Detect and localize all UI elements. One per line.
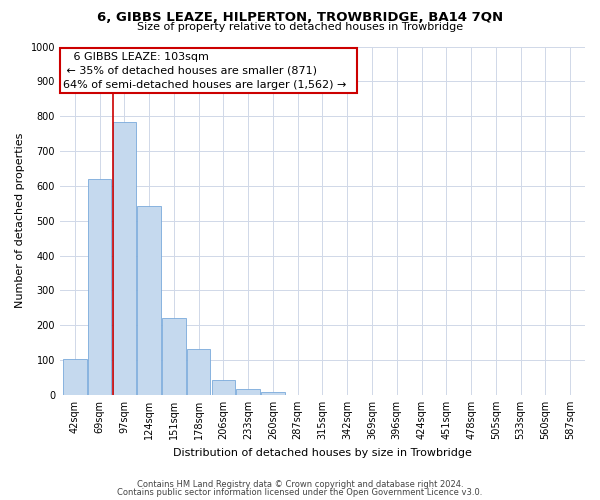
Text: Contains public sector information licensed under the Open Government Licence v3: Contains public sector information licen… [118, 488, 482, 497]
Bar [137, 206, 161, 395]
Bar [236, 388, 260, 395]
Bar [261, 392, 284, 395]
Bar [63, 359, 86, 395]
Y-axis label: Number of detached properties: Number of detached properties [15, 133, 25, 308]
Bar [212, 380, 235, 395]
X-axis label: Distribution of detached houses by size in Trowbridge: Distribution of detached houses by size … [173, 448, 472, 458]
Bar [88, 178, 112, 395]
Text: Size of property relative to detached houses in Trowbridge: Size of property relative to detached ho… [137, 22, 463, 32]
Text: 6, GIBBS LEAZE, HILPERTON, TROWBRIDGE, BA14 7QN: 6, GIBBS LEAZE, HILPERTON, TROWBRIDGE, B… [97, 11, 503, 24]
Bar [187, 348, 211, 395]
Bar [162, 318, 185, 395]
Bar [113, 122, 136, 395]
Text: Contains HM Land Registry data © Crown copyright and database right 2024.: Contains HM Land Registry data © Crown c… [137, 480, 463, 489]
Text: 6 GIBBS LEAZE: 103sqm
 ← 35% of detached houses are smaller (871)
64% of semi-de: 6 GIBBS LEAZE: 103sqm ← 35% of detached … [63, 52, 353, 90]
